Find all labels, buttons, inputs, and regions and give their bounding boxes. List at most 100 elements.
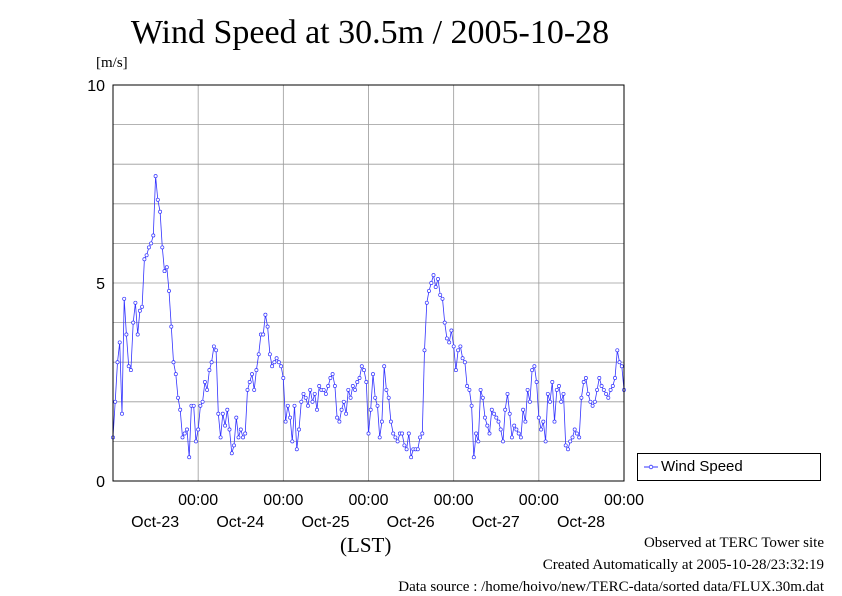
data-point [559,399,564,404]
y-tick-label: 0 [96,474,105,491]
data-point [234,415,239,420]
data-point [554,387,559,392]
data-point [514,427,519,432]
legend-label-wind-speed: Wind Speed [661,458,743,475]
data-point [236,435,241,440]
data-point [178,407,183,412]
data-point [536,415,541,420]
data-point [521,407,526,412]
data-point [420,431,425,436]
data-point [149,241,154,246]
data-point [373,395,378,400]
data-point [306,403,310,408]
x-tick-time-label: 00:00 [519,492,559,509]
data-point [167,288,171,293]
data-point [191,403,196,408]
data-point [182,431,187,436]
data-point [518,435,523,440]
data-point [433,285,438,289]
data-point [541,419,546,424]
data-point [290,439,295,444]
data-point [339,407,344,412]
data-point [323,391,328,396]
data-point [442,320,447,325]
data-point [353,387,358,392]
data-point [615,348,620,353]
data-point [606,395,611,400]
data-point [276,360,281,365]
data-point [429,281,434,285]
data-point [382,364,387,369]
grid-lines [113,85,625,481]
x-tick-date-label: Oct-26 [387,514,435,531]
data-point [162,269,167,274]
x-axis-label: (LST) [340,533,392,557]
data-point [158,209,163,214]
data-point [393,435,398,440]
data-point [568,439,573,444]
data-point [185,427,189,432]
data-point [247,380,252,384]
data-point [548,399,552,404]
data-point [478,387,483,392]
data-point [485,423,490,428]
data-point [597,376,602,380]
data-point [574,431,579,436]
data-point [265,324,270,329]
legend-marker-icon [644,464,658,470]
data-point [384,387,389,392]
data-point [115,360,120,365]
data-point [146,245,151,250]
data-point [113,399,118,404]
data-point [274,356,279,361]
data-point [209,360,214,365]
data-point [270,364,275,369]
data-point [176,395,180,400]
data-point [279,364,284,369]
data-point [617,360,622,365]
data-point [471,455,476,460]
data-point [164,265,169,270]
data-point [375,403,380,408]
data-point [496,419,501,424]
data-point [480,395,485,400]
data-point [332,384,337,388]
data-point [202,380,207,384]
data-point [512,423,517,428]
data-point [140,304,145,309]
data-point [229,451,234,456]
data-point [346,387,351,392]
data-point [299,399,304,404]
data-point [431,273,436,278]
data-point [267,352,272,357]
data-point [402,443,407,448]
data-point [216,411,221,416]
data-point [200,399,205,404]
data-point [187,455,192,460]
data-point [530,368,535,373]
data-point [355,380,360,384]
data-point [207,368,212,373]
data-point [469,403,474,408]
data-point [171,360,176,365]
data-point [400,431,405,436]
data-point [261,332,266,337]
data-point [348,395,353,400]
data-point [543,439,548,444]
data-point [583,376,588,380]
data-point [142,257,147,262]
data-point [117,340,122,345]
data-point [120,411,124,416]
data-point [563,443,568,448]
data-point [489,407,494,412]
data-point [487,431,492,436]
data-point [465,384,470,388]
data-point [144,253,149,258]
footer-created: Created Automatically at 2005-10-28/23:3… [542,557,824,573]
x-tick-time-label: 00:00 [348,492,388,509]
data-point [572,427,577,432]
data-point [310,399,315,404]
data-point [238,427,243,432]
data-point [527,399,532,404]
